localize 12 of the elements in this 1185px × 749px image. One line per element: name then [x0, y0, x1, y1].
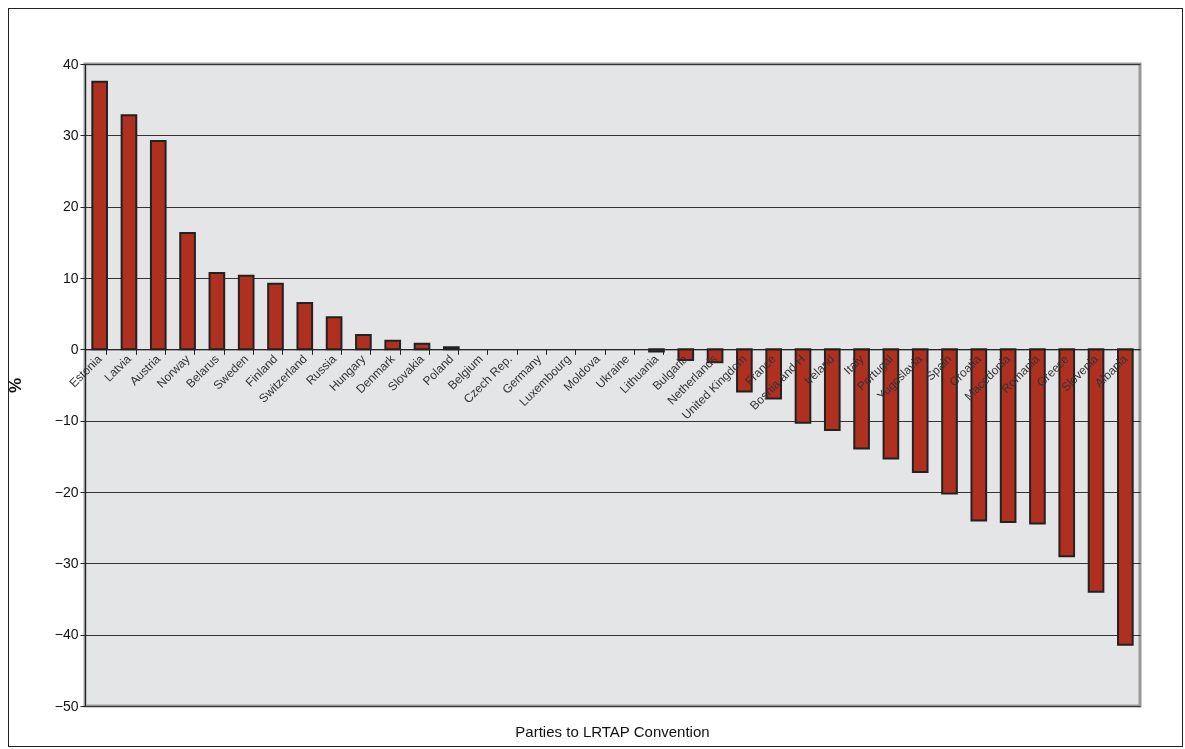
y-tick-label: −30	[54, 554, 79, 571]
y-tick-label: 0	[70, 340, 79, 357]
y-tick-label: 30	[62, 126, 79, 143]
y-tick-label: −40	[54, 626, 79, 643]
y-tick-label: 10	[62, 269, 79, 286]
y-tick-label: 20	[62, 198, 79, 215]
y-tick-label: −10	[54, 412, 79, 429]
y-tick-label: −50	[54, 697, 79, 714]
y-tick-label: −20	[54, 483, 79, 500]
y-axis-title: %	[5, 377, 25, 394]
y-tick-label: 40	[62, 55, 79, 72]
x-axis-title: Parties to LRTAP Convention	[515, 723, 710, 740]
